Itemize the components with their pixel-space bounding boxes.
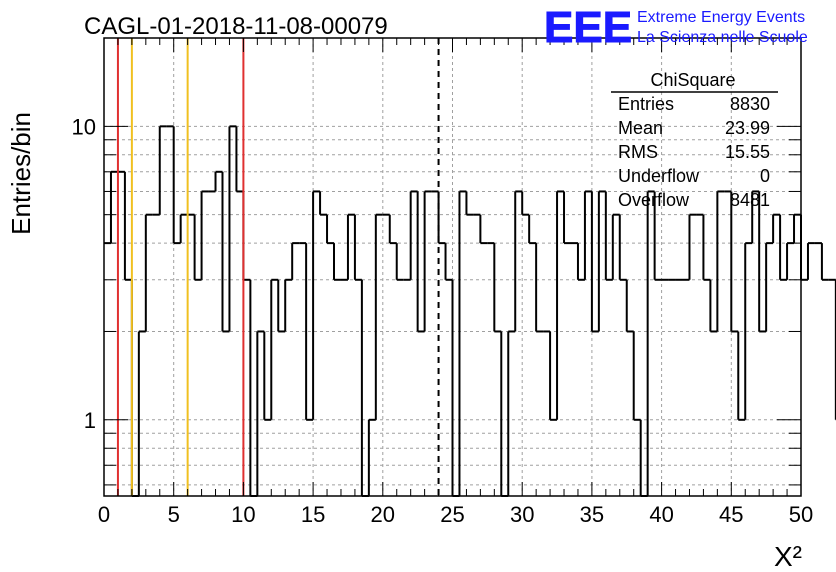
x-tick-label: 15	[301, 502, 325, 527]
x-tick-label: 20	[371, 502, 395, 527]
x-axis-ticks: 0 5 10 15 20 25 30 35 40 45 50	[98, 38, 813, 527]
y-axis-label: Entries/bin	[6, 112, 36, 235]
cut-lines	[116, 38, 440, 496]
y-tick-label: 1	[84, 408, 96, 433]
x-tick-label: 0	[98, 502, 110, 527]
stats-label: Overflow	[618, 190, 690, 210]
stats-value: 15.55	[725, 142, 770, 162]
eee-logo: EEE Extreme Energy Events La Scienza nel…	[544, 3, 834, 53]
x-tick-label: 5	[168, 502, 180, 527]
stats-box: ChiSquare Entries 8830 Mean 23.99 RMS 15.55 Un…	[611, 70, 778, 210]
x-tick-label: 50	[789, 502, 813, 527]
x-tick-label: 45	[719, 502, 743, 527]
logo-line-2: La Scienza nelle Scuole	[637, 29, 808, 46]
x-tick-label: 40	[649, 502, 673, 527]
stats-value: 8481	[730, 190, 770, 210]
chart-title: CAGL-01-2018-11-08-00079	[84, 13, 388, 40]
stats-label: Entries	[618, 94, 674, 114]
stats-label: Underflow	[618, 166, 700, 186]
stats-title: ChiSquare	[650, 70, 735, 90]
stats-value: 0	[760, 166, 770, 186]
stats-label: RMS	[618, 142, 658, 162]
x-tick-label: 30	[510, 502, 534, 527]
y-tick-label: 10	[72, 114, 96, 139]
stats-label: Mean	[618, 118, 663, 138]
x-tick-label: 25	[440, 502, 464, 527]
stats-value: 8830	[730, 94, 770, 114]
logo-letters: EEE	[544, 4, 632, 46]
y-axis-ticks: 1 10	[72, 37, 801, 486]
x-tick-label: 35	[580, 502, 604, 527]
x-axis-label: X²	[774, 541, 802, 572]
histogram-bins	[104, 125, 836, 497]
stats-value: 23.99	[725, 118, 770, 138]
eee-logo-graphic: EEE Extreme Energy Events La Scienza nel…	[544, 3, 808, 53]
logo-line-1: Extreme Energy Events	[637, 9, 805, 26]
x-tick-label: 10	[231, 502, 255, 527]
